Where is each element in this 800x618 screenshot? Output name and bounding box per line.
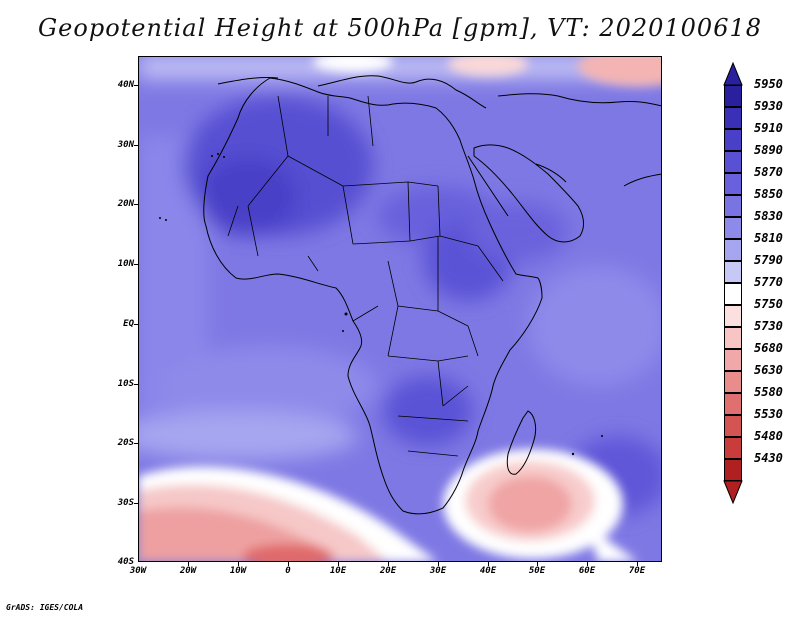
colorbar-swatch: [724, 129, 742, 151]
height-field-contours: [138, 56, 662, 516]
grads-credit: GrADS: IGES/COLA: [6, 603, 84, 612]
colorbar-swatch: [724, 239, 742, 261]
colorbar-label: 5930: [754, 99, 783, 113]
lon-label-20w: 20W: [179, 566, 197, 576]
lat-label-40n: 40N: [117, 80, 134, 90]
lon-tick: [388, 562, 389, 566]
lat-label-40s: 40S: [117, 557, 134, 567]
islands: [159, 153, 603, 456]
colorbar-label: 5890: [754, 143, 783, 157]
colorbar-swatch: [724, 85, 742, 107]
colorbar-swatch: [724, 371, 742, 393]
colorbar-label: 5430: [754, 451, 783, 465]
colorbar-swatch: [724, 415, 742, 437]
colorbar-swatch: [724, 327, 742, 349]
lat-tick: [134, 85, 138, 86]
colorbar-label: 5790: [754, 253, 783, 267]
colorbar-top-arrow: [723, 62, 743, 86]
lon-label-20e: 20E: [379, 566, 397, 576]
colorbar-swatch: [724, 261, 742, 283]
colorbar-swatch: [724, 283, 742, 305]
lon-tick: [238, 562, 239, 566]
colorbar-label: 5530: [754, 407, 783, 421]
africa-coastline: [203, 75, 662, 515]
colorbar-swatch: [724, 349, 742, 371]
lat-label-10n: 10N: [117, 259, 134, 269]
colorbar-swatch: [724, 437, 742, 459]
lon-label-0: 0: [285, 566, 291, 576]
lon-label-50e: 50E: [528, 566, 546, 576]
lat-tick: [134, 503, 138, 504]
colorbar-swatch: [724, 195, 742, 217]
lat-label-20s: 20S: [117, 438, 134, 448]
colorbar-swatch: [724, 217, 742, 239]
lat-label-20n: 20N: [117, 199, 134, 209]
lat-tick: [134, 145, 138, 146]
colorbar-swatch: [724, 173, 742, 195]
chart-title: Geopotential Height at 500hPa [gpm], VT:…: [38, 14, 762, 42]
lat-label-10s: 10S: [117, 379, 134, 389]
colorbar-swatch: [724, 393, 742, 415]
colorbar-swatch: [724, 151, 742, 173]
lat-tick: [134, 384, 138, 385]
lat-tick: [134, 324, 138, 325]
colorbar-swatch: [724, 107, 742, 129]
lat-tick: [134, 264, 138, 265]
colorbar-label: 5950: [754, 77, 783, 91]
lon-tick: [188, 562, 189, 566]
country-borders: [227, 95, 504, 457]
lon-label-40e: 40E: [479, 566, 497, 576]
lon-tick: [438, 562, 439, 566]
colorbar-label: 5770: [754, 275, 783, 289]
colorbar-swatch: [724, 459, 742, 481]
colorbar-swatch: [724, 305, 742, 327]
map-plot-area: [138, 56, 662, 562]
lon-label-60e: 60E: [578, 566, 596, 576]
colorbar-label: 5870: [754, 165, 783, 179]
lon-tick: [587, 562, 588, 566]
colorbar-label: 5730: [754, 319, 783, 333]
lon-label-70e: 70E: [628, 566, 646, 576]
colorbar-label: 5750: [754, 297, 783, 311]
lat-label-eq: EQ: [123, 319, 134, 329]
lon-tick: [288, 562, 289, 566]
lat-tick: [134, 204, 138, 205]
lon-label-30e: 30E: [429, 566, 447, 576]
colorbar-label: 5850: [754, 187, 783, 201]
low-height-regions: [138, 56, 662, 562]
lon-label-10e: 10E: [329, 566, 347, 576]
colorbar-label: 5810: [754, 231, 783, 245]
lon-tick: [637, 562, 638, 566]
lat-tick: [134, 443, 138, 444]
lon-tick: [488, 562, 489, 566]
lon-label-30w: 30W: [129, 566, 147, 576]
colorbar-bottom-arrow: [723, 480, 743, 504]
lon-tick: [537, 562, 538, 566]
lat-label-30n: 30N: [117, 140, 134, 150]
colorbar-label: 5910: [754, 121, 783, 135]
colorbar-label: 5480: [754, 429, 783, 443]
colorbar-label: 5580: [754, 385, 783, 399]
colorbar-label: 5680: [754, 341, 783, 355]
colorbar-label: 5830: [754, 209, 783, 223]
lon-tick: [338, 562, 339, 566]
colorbar-label: 5630: [754, 363, 783, 377]
lat-label-30s: 30S: [117, 498, 134, 508]
lon-label-10w: 10W: [229, 566, 247, 576]
